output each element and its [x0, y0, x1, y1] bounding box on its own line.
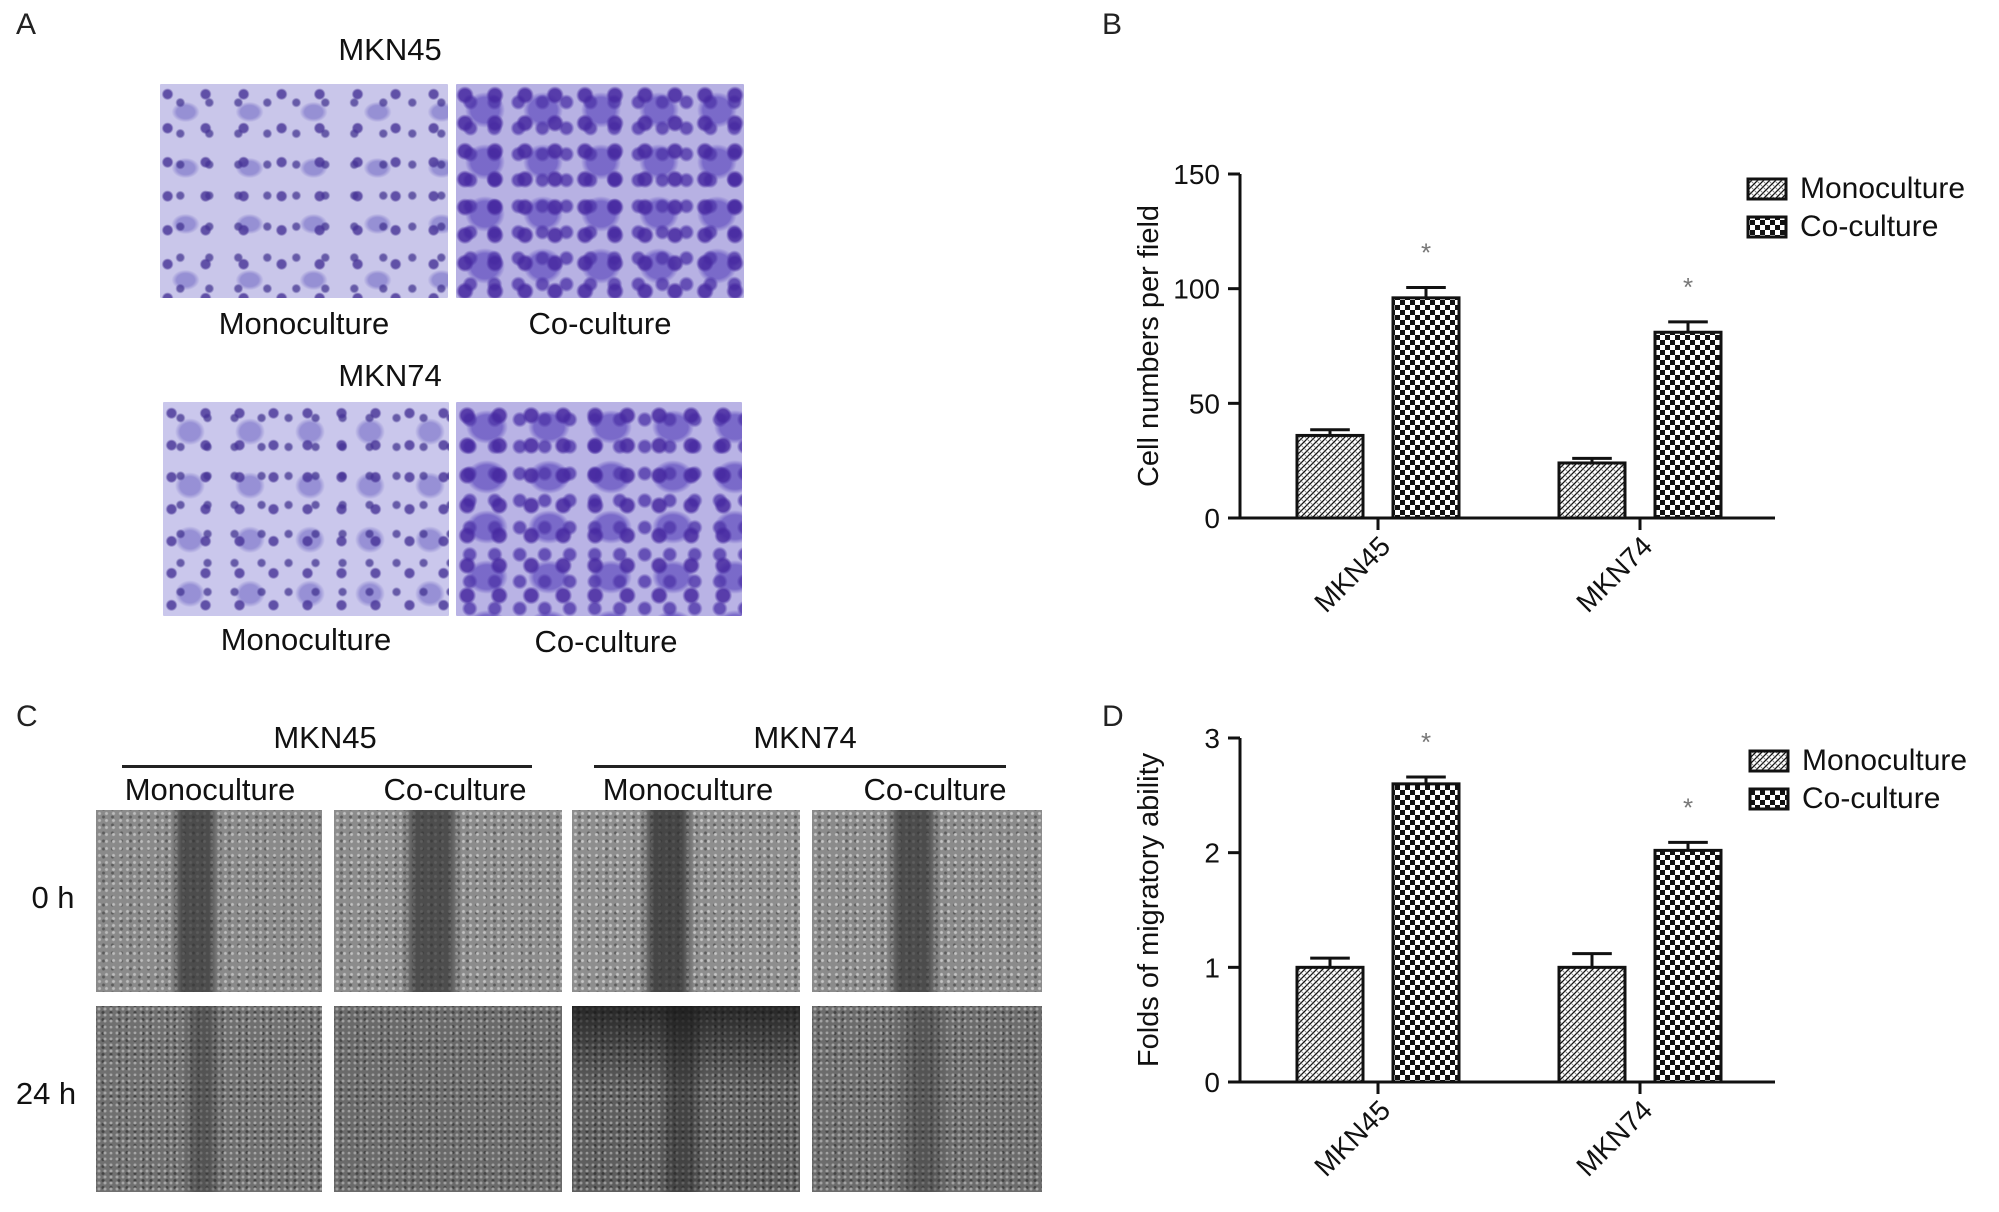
panel-c-title-mkn45: MKN45 — [273, 720, 377, 755]
legend-swatch-monoculture — [1748, 749, 1790, 773]
panel-label-b: B — [1102, 8, 1123, 41]
scratch-image-mkn74-monoculture-0h — [572, 810, 800, 992]
panel-a-caption-mkn74-coculture: Co-culture — [534, 624, 678, 659]
scratch-image-mkn45-coculture-24h — [334, 1006, 562, 1192]
panel-c-bracket-mkn45 — [122, 765, 532, 768]
bar-monoculture-mkn74 — [1557, 461, 1627, 520]
bar-monoculture-mkn45 — [1295, 965, 1365, 1084]
scratch-image-mkn74-coculture-24h — [812, 1006, 1042, 1192]
panel-c-condition-mkn74-coculture: Co-culture — [863, 772, 1007, 807]
bar-monoculture-mkn74 — [1557, 965, 1627, 1084]
x-tick-label-mkn45: MKN45 — [1308, 530, 1396, 618]
legend-label-co-culture: Co-culture — [1800, 210, 1938, 243]
legend-label-monoculture: Monoculture — [1802, 744, 1967, 777]
panel-a-title-mkn45: MKN45 — [338, 32, 442, 67]
panel-c-time-0h: 0 h — [31, 880, 75, 915]
legend-swatch-monoculture — [1746, 177, 1788, 201]
legend-swatch-co-culture — [1748, 787, 1790, 811]
y-tick-label: 0 — [1204, 1067, 1220, 1098]
transwell-image-mkn45-monoculture — [160, 84, 448, 298]
bar-co-culture-mkn45 — [1391, 782, 1461, 1084]
legend-label-co-culture: Co-culture — [1802, 782, 1940, 815]
scratch-image-mkn45-monoculture-24h — [96, 1006, 322, 1192]
scratch-image-mkn45-coculture-0h — [334, 810, 562, 992]
y-tick-label: 2 — [1204, 838, 1220, 869]
panel-c-title-mkn74: MKN74 — [753, 720, 857, 755]
panel-a-caption-mkn45-coculture: Co-culture — [528, 306, 672, 341]
transwell-image-mkn74-coculture — [456, 402, 742, 616]
panel-c-time-24h: 24 h — [15, 1076, 77, 1111]
panel-label-d: D — [1102, 700, 1124, 733]
scratch-image-mkn45-monoculture-0h — [96, 810, 322, 992]
transwell-image-mkn74-monoculture — [163, 402, 449, 616]
significance-mark-mkn74: * — [1683, 272, 1693, 302]
significance-mark-mkn45: * — [1421, 727, 1431, 757]
transwell-image-mkn45-coculture — [456, 84, 744, 298]
x-tick-label-mkn74: MKN74 — [1570, 530, 1658, 618]
panel-label-c: C — [16, 700, 38, 733]
panel-a-caption-mkn45-monoculture: Monoculture — [218, 306, 390, 341]
significance-mark-mkn74: * — [1683, 792, 1693, 822]
legend-label-monoculture: Monoculture — [1800, 172, 1965, 205]
scratch-image-mkn74-monoculture-24h — [572, 1006, 800, 1192]
panel-c-condition-mkn45-monoculture: Monoculture — [124, 772, 296, 807]
bar-co-culture-mkn74 — [1653, 330, 1723, 520]
panel-c-bracket-mkn74 — [594, 765, 1006, 768]
chart-panel-d: 0 1 2 3 Folds of migratory ability MKN45 MKN74… — [1133, 723, 1967, 1182]
x-tick-label-mkn45: MKN45 — [1308, 1094, 1396, 1182]
scratch-image-mkn74-coculture-0h — [812, 810, 1042, 992]
y-tick-label: 150 — [1173, 159, 1220, 190]
panel-c-condition-mkn45-coculture: Co-culture — [383, 772, 527, 807]
panel-a-title-mkn74: MKN74 — [338, 358, 442, 393]
y-tick-label: 3 — [1204, 723, 1220, 754]
panel-c-condition-mkn74-monoculture: Monoculture — [602, 772, 774, 807]
x-tick-label-mkn74: MKN74 — [1570, 1094, 1658, 1182]
y-axis-title: Folds of migratory ability — [1133, 752, 1165, 1067]
chart-panel-b: 0 50 100 150 Cell numbers per field MKN45 MKN7… — [1133, 159, 1965, 618]
bar-co-culture-mkn45 — [1391, 296, 1461, 520]
bar-monoculture-mkn45 — [1295, 433, 1365, 520]
bar-co-culture-mkn74 — [1653, 848, 1723, 1084]
y-tick-label: 100 — [1173, 274, 1220, 305]
panel-a-caption-mkn74-monoculture: Monoculture — [220, 622, 392, 657]
legend-swatch-co-culture — [1746, 215, 1788, 239]
panel-label-a: A — [16, 8, 37, 41]
y-tick-label: 1 — [1204, 952, 1220, 983]
y-tick-label: 50 — [1189, 388, 1220, 419]
y-tick-label: 0 — [1204, 503, 1220, 534]
significance-mark-mkn45: * — [1421, 238, 1431, 268]
y-axis-title: Cell numbers per field — [1133, 205, 1165, 487]
